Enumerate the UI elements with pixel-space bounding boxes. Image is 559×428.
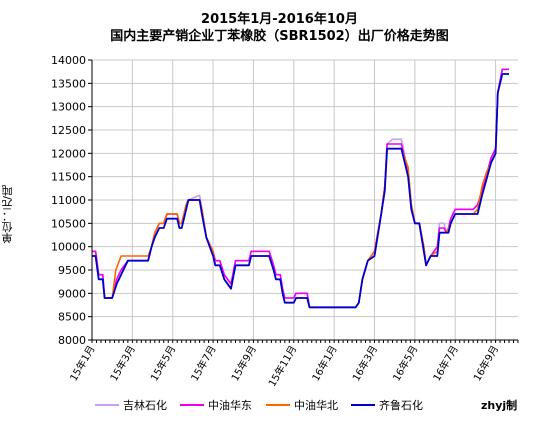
y-tick-label: 13500 <box>51 77 86 90</box>
chart-title-line1: 2015年1月-2016年10月 <box>201 12 358 27</box>
series-lines <box>92 68 509 309</box>
y-tick-label: 12000 <box>51 147 86 160</box>
x-tick-label: 16年5月 <box>390 343 421 383</box>
legend-item-jilin: 吉林石化 <box>95 397 167 413</box>
chart-title-line2: 国内主要产销企业丁苯橡胶（SBR1502）出厂价格走势图 <box>110 29 449 44</box>
legend-item-qilu: 齐鲁石化 <box>351 397 423 413</box>
legend-swatch-qilu <box>351 404 375 406</box>
y-tick-label: 11500 <box>51 171 86 184</box>
y-tick-label: 10500 <box>51 217 86 230</box>
y-tick-label: 13000 <box>51 101 86 114</box>
legend-swatch-huadong <box>180 404 204 406</box>
x-tick-label: 16年7月 <box>430 343 461 383</box>
legend-item-huabei: 中油华北 <box>266 397 338 413</box>
legend-label-jilin: 吉林石化 <box>123 399 167 412</box>
series-line-3 <box>92 73 509 309</box>
y-tick-label: 11000 <box>51 194 86 207</box>
y-tick-label: 12500 <box>51 124 86 137</box>
y-tick-label: 8000 <box>58 334 86 347</box>
x-tick-label: 15年5月 <box>148 343 179 383</box>
watermark: zhyj制 <box>481 399 518 412</box>
legend-swatch-huabei <box>266 404 290 406</box>
x-tick-label: 15年7月 <box>188 343 219 383</box>
y-tick-label: 14000 <box>51 54 86 67</box>
legend-item-huadong: 中油华东 <box>180 397 252 413</box>
y-tick-label: 9000 <box>58 287 86 300</box>
y-tick-label: 8500 <box>58 311 86 324</box>
x-tick-label: 15年9月 <box>228 343 259 383</box>
x-tick-label: 16年1月 <box>309 343 340 383</box>
legend-label-huabei: 中油华北 <box>294 399 338 412</box>
legend: 吉林石化 中油华东 中油华北 齐鲁石化 <box>95 397 545 413</box>
x-tick-label: 16年9月 <box>470 343 501 383</box>
legend-label-qilu: 齐鲁石化 <box>379 399 423 412</box>
x-tick-label: 16年3月 <box>349 343 380 383</box>
x-tick-label: 15年3月 <box>107 343 138 383</box>
legend-swatch-jilin <box>95 404 119 406</box>
y-tick-label: 10000 <box>51 241 86 254</box>
legend-label-huadong: 中油华东 <box>208 399 252 412</box>
y-axis-label: 单位：元/吨 <box>1 185 14 244</box>
x-tick-label: 15年11月 <box>265 343 299 389</box>
y-tick-label: 9500 <box>58 264 86 277</box>
x-tick-label: 15年1月 <box>67 343 98 383</box>
